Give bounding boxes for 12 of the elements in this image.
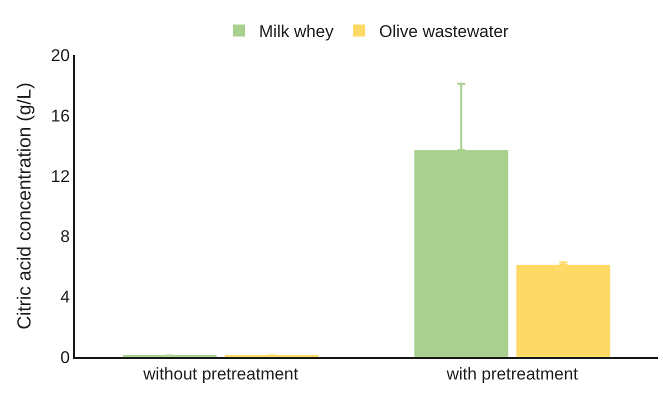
- y-tick-label: 12: [50, 166, 70, 186]
- y-tick-label: 20: [50, 46, 70, 65]
- bar: [516, 264, 610, 357]
- y-tick-label: 4: [60, 288, 70, 307]
- legend-label: Olive wastewater: [379, 22, 509, 42]
- legend-label: Milk whey: [259, 22, 334, 42]
- y-axis-title: Citric acid concentration (g/L): [14, 82, 36, 330]
- x-tick-label: without pretreatment: [142, 364, 299, 384]
- y-tick-label: 0: [60, 348, 70, 367]
- y-tick-label: 8: [60, 227, 70, 246]
- x-tick-label: with pretreatment: [446, 364, 578, 384]
- y-tick-label: 16: [50, 106, 70, 126]
